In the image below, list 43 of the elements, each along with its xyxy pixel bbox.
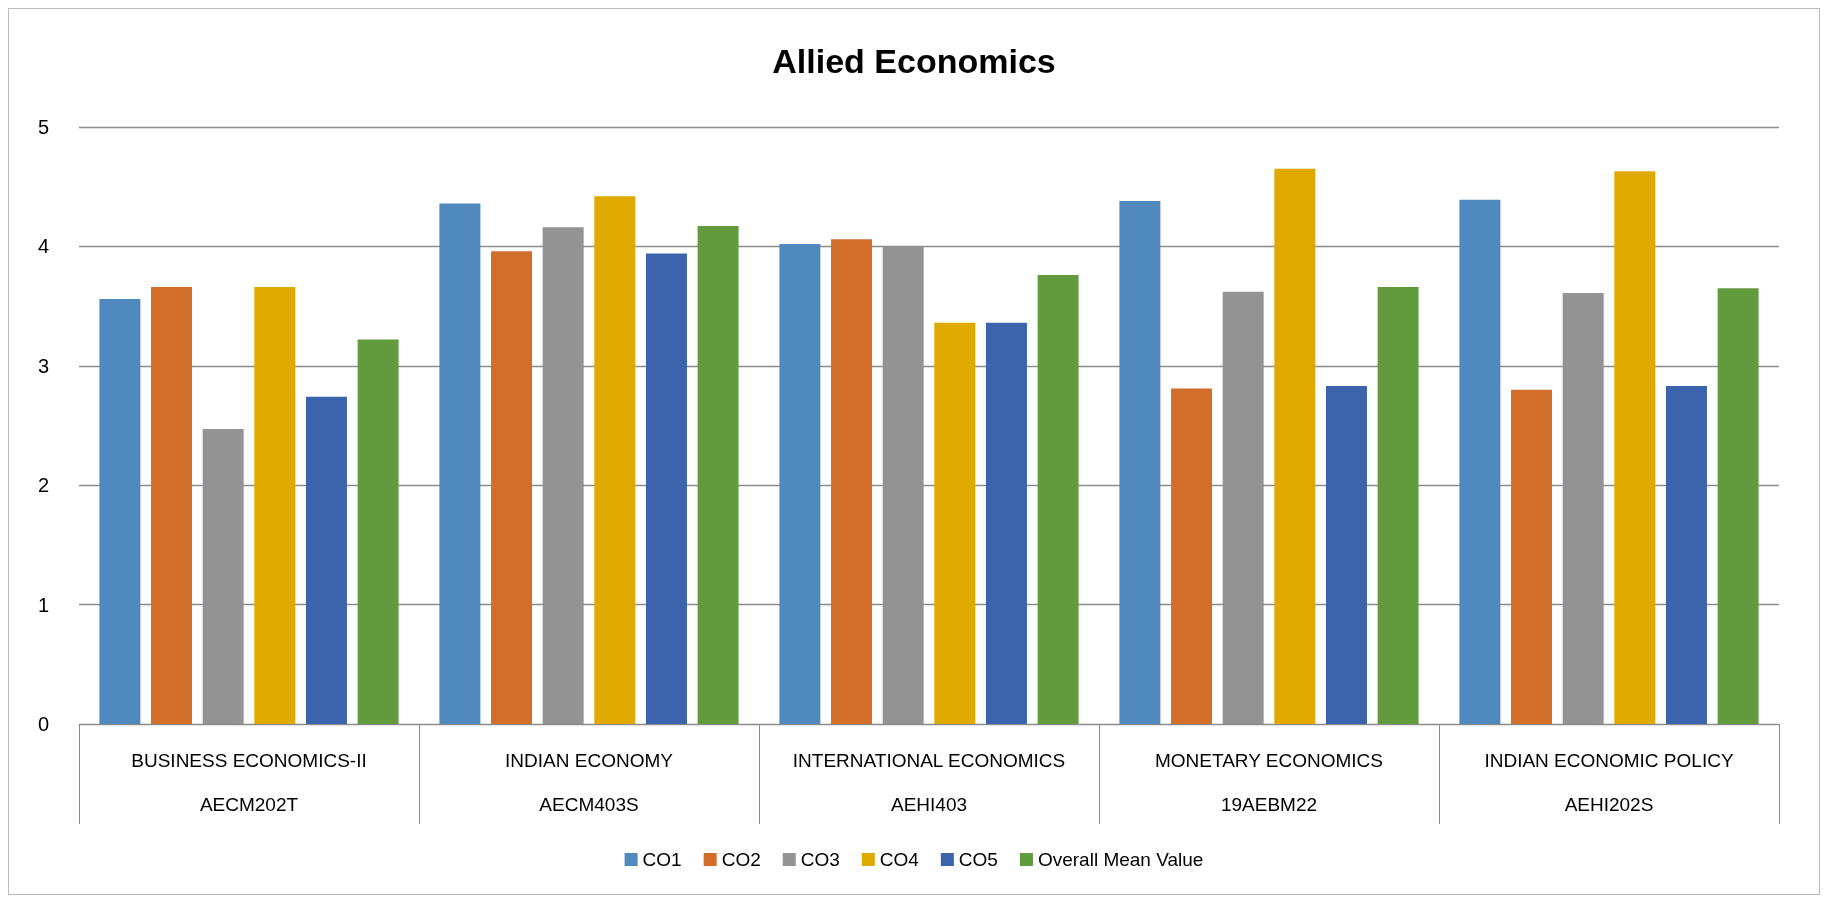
category-label: INTERNATIONAL ECONOMICS AEHI403 (792, 749, 1066, 815)
bar (1459, 199, 1501, 724)
bar (1119, 201, 1161, 724)
bar (1037, 275, 1079, 724)
chart-title: Allied Economics (772, 42, 1056, 80)
bar (594, 196, 636, 724)
y-tick-label: 2 (37, 474, 49, 497)
legend-label: CO1 (642, 849, 682, 870)
bar (1171, 388, 1213, 724)
category-label: INDIAN ECONOMIC POLICY AEHI202S (1484, 749, 1734, 815)
legend-label: CO5 (958, 849, 998, 870)
bar (779, 244, 821, 724)
y-tick-label: 3 (37, 354, 49, 377)
category-label: INDIAN ECONOMY AECM403S (505, 749, 673, 815)
bar (254, 287, 296, 724)
bar (1274, 168, 1316, 724)
y-tick-label: 0 (37, 713, 49, 735)
bar (99, 298, 141, 724)
legend-label: CO4 (879, 849, 920, 870)
bar (985, 322, 1027, 724)
bar (1325, 386, 1367, 724)
bar (697, 226, 739, 724)
bar (439, 203, 481, 724)
bar (1377, 287, 1419, 724)
y-tick-label: 4 (37, 235, 49, 258)
bar (305, 396, 347, 724)
y-tick-label: 5 (37, 116, 49, 138)
bar (151, 287, 193, 724)
bar (357, 339, 399, 724)
legend-label: CO3 (800, 849, 840, 870)
bar (1614, 171, 1656, 724)
bar (934, 322, 976, 724)
legend-label: CO2 (721, 849, 761, 870)
bar (645, 253, 687, 724)
bar (1511, 389, 1553, 724)
legend-label: Overall Mean Value (1037, 849, 1204, 870)
category-label: BUSINESS ECONOMICS-II AECM202T (131, 749, 367, 815)
bar (491, 251, 533, 724)
bar (831, 239, 873, 724)
bar (1717, 288, 1759, 724)
y-tick-label: 1 (37, 593, 49, 616)
category-label: MONETARY ECONOMICS 19AEBM22 (1154, 749, 1384, 815)
bar (1665, 386, 1707, 724)
